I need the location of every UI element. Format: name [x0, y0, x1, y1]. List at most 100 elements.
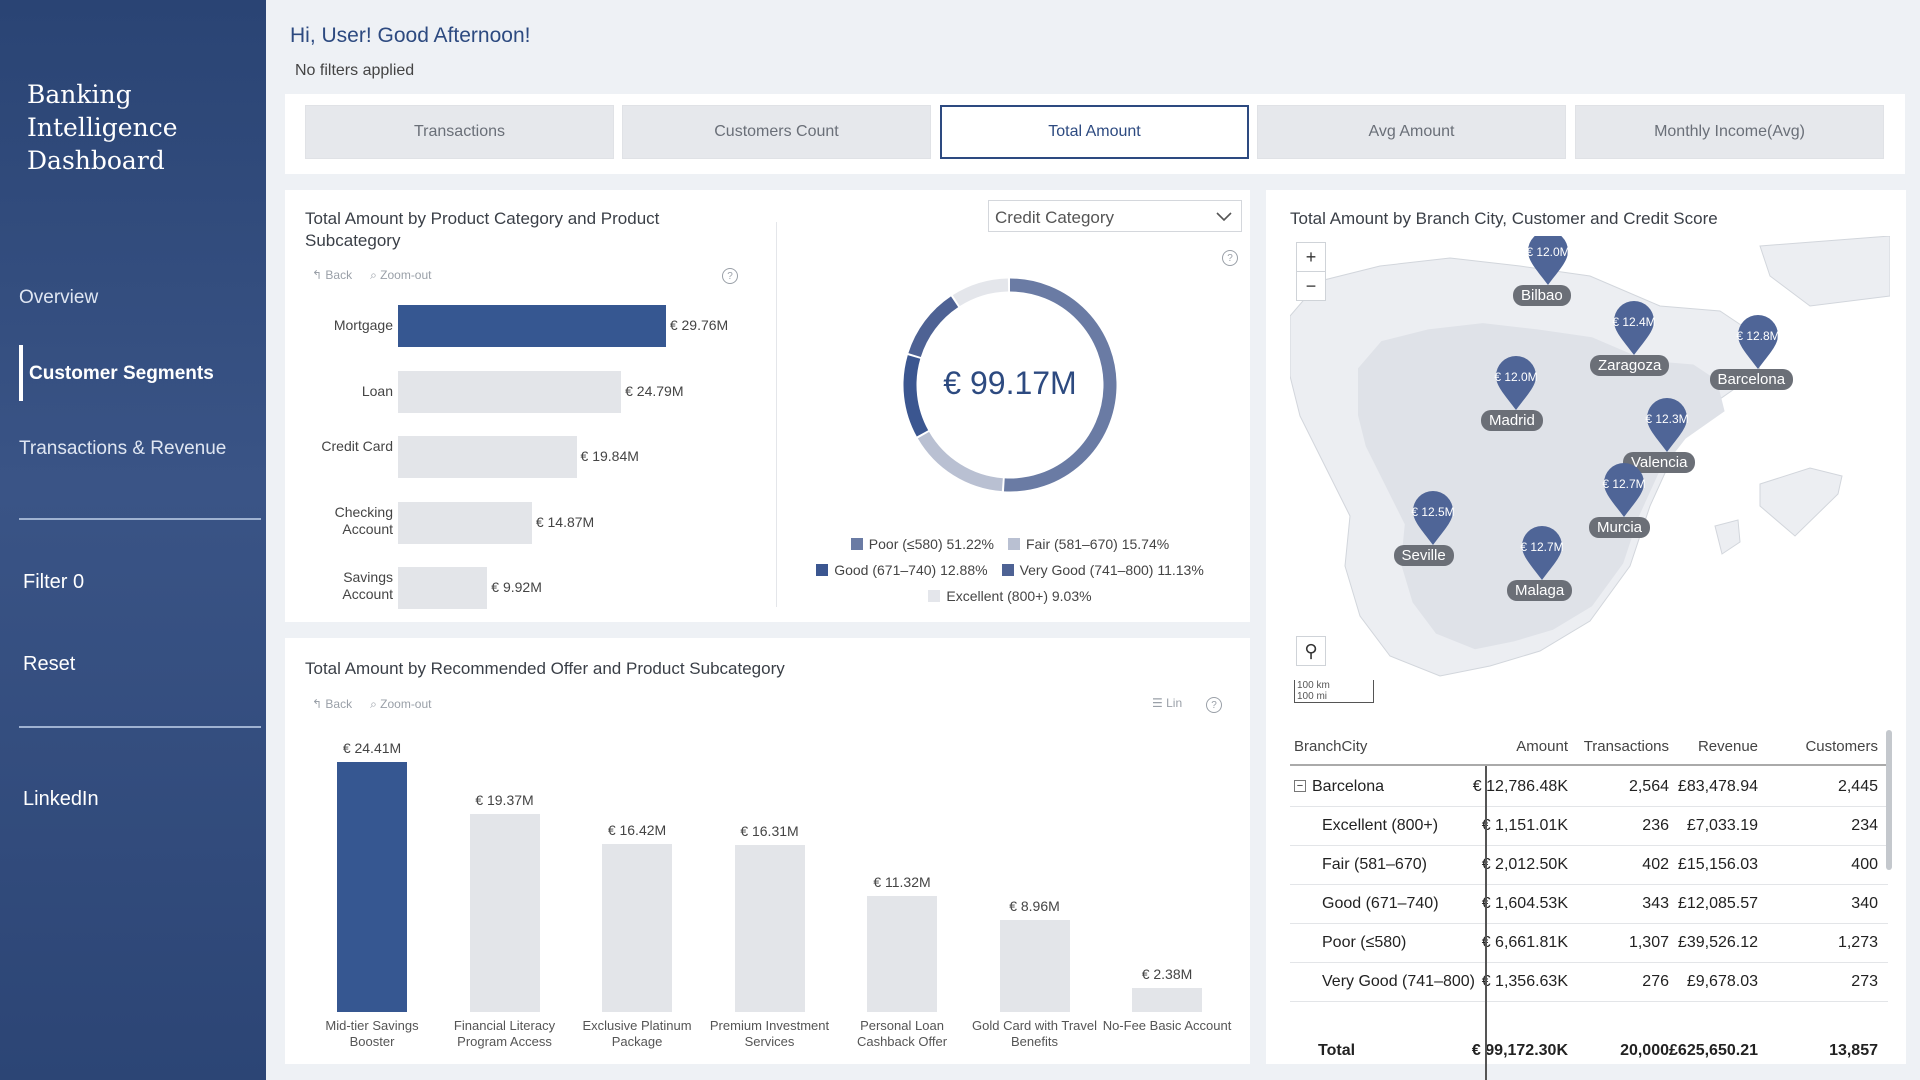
collapse-icon[interactable]: −	[1294, 780, 1306, 792]
table-row[interactable]: Excellent (800+) € 1,151.01K 236 £7,033.19 2…	[1290, 807, 1888, 846]
map-city-label: Murcia	[1589, 517, 1651, 538]
tab-customers-count[interactable]: Customers Count	[622, 105, 931, 159]
column[interactable]	[469, 813, 540, 1012]
column-data-label: € 2.38M	[1141, 965, 1193, 982]
header-customers[interactable]: Customers	[1805, 738, 1878, 755]
tab-total-amount[interactable]: Total Amount	[940, 105, 1249, 159]
map-pin[interactable]	[1736, 315, 1780, 371]
column[interactable]	[337, 762, 407, 1012]
scale-toggle[interactable]: ☰ Lin	[1152, 696, 1183, 710]
column[interactable]	[734, 844, 805, 1012]
table-scrollbar[interactable]	[1886, 730, 1892, 870]
column-category-label: Personal Loan Cashback Offer	[856, 1018, 948, 1049]
bar[interactable]	[398, 370, 622, 413]
bar[interactable]	[398, 305, 666, 347]
help-icon[interactable]: ?	[722, 268, 738, 284]
map-zoom-out-button[interactable]: −	[1296, 271, 1326, 301]
table-total-row[interactable]: Total € 99,172.30K 20,000 £625,650.21 13,857	[1290, 1032, 1888, 1071]
column[interactable]	[1132, 987, 1202, 1012]
column-category-label: Mid-tier Savings Booster	[325, 1018, 419, 1049]
column-data-label: € 8.96M	[1009, 898, 1060, 915]
table-row[interactable]: Barcelona − € 12,786.48K 2,564 £83,478.94 2,4…	[1290, 768, 1888, 807]
cell-revenue: £7,033.19	[1686, 817, 1758, 834]
nav-active-indicator	[19, 345, 23, 401]
cell-transactions: 20,000	[1620, 1042, 1669, 1059]
cell-amount: € 1,604.53K	[1481, 895, 1568, 912]
table-row[interactable]: Good (671–740) € 1,604.53K 343 £12,085.57 34…	[1290, 885, 1888, 924]
bar-category-label: Loan	[361, 382, 393, 399]
donut-slice[interactable]	[1003, 278, 1117, 492]
nav-customer-segments[interactable]: Customer Segments	[29, 363, 214, 384]
column-data-label: € 16.31M	[740, 822, 799, 839]
legend-item[interactable]: Poor (≤580) 51.22%	[850, 536, 994, 552]
tab-transactions[interactable]: Transactions	[305, 105, 614, 159]
map-zoom-in-button[interactable]: +	[1296, 242, 1326, 272]
column[interactable]	[867, 896, 937, 1012]
column[interactable]	[602, 843, 672, 1012]
filter-button[interactable]: Filter 0	[23, 571, 85, 593]
help-icon[interactable]: ?	[1222, 250, 1238, 266]
lasso-select-icon[interactable]: ⚲	[1296, 636, 1326, 666]
map-pin[interactable]	[1520, 526, 1564, 582]
cell-amount: € 1,356.63K	[1481, 973, 1568, 990]
donut-slice[interactable]	[917, 431, 1004, 492]
map-pin[interactable]	[1602, 463, 1646, 519]
sidebar-divider	[19, 518, 261, 520]
map-pin[interactable]	[1645, 398, 1689, 454]
bar[interactable]	[398, 567, 488, 609]
column[interactable]	[999, 920, 1070, 1012]
header-amount[interactable]: Amount	[1516, 738, 1568, 755]
zoom-out-button[interactable]: ⌕ Zoom-out	[370, 268, 432, 282]
help-icon[interactable]: ?	[1206, 697, 1222, 713]
credit-category-dropdown[interactable]: Credit Category	[988, 200, 1242, 232]
cell-revenue: £12,085.57	[1677, 895, 1758, 912]
donut-slice[interactable]	[952, 278, 1009, 307]
map-title: Total Amount by Branch City, Customer an…	[1290, 209, 1718, 228]
column-data-label: € 19.37M	[475, 791, 534, 808]
zoom-out-button[interactable]: ⌕ Zoom-out	[370, 697, 432, 711]
bar[interactable]	[398, 436, 577, 478]
map-city-label: Barcelona	[1709, 369, 1794, 390]
sidebar-divider	[19, 726, 261, 728]
table-row[interactable]: Very Good (741–800) € 1,356.63K 276 £9,678.…	[1290, 963, 1888, 1002]
map-pin[interactable]	[1526, 236, 1570, 287]
table-divider	[1485, 766, 1487, 1080]
column-category-label: Exclusive Platinum Package	[582, 1018, 692, 1049]
legend-item[interactable]: Very Good (741–800) 11.13%	[1001, 562, 1204, 578]
donut-slice[interactable]	[908, 296, 959, 358]
map-pin[interactable]	[1494, 356, 1538, 412]
legend-swatch	[1008, 538, 1020, 550]
filter-status: No filters applied	[295, 62, 415, 79]
header-revenue[interactable]: Revenue	[1697, 738, 1758, 755]
cell-customers: 13,857	[1829, 1042, 1878, 1059]
donut-slice[interactable]	[903, 355, 929, 437]
header-transactions[interactable]: Transactions	[1583, 738, 1669, 755]
table-row[interactable]: Fair (581–670) € 2,012.50K 402 £15,156.03 40…	[1290, 846, 1888, 885]
table-row[interactable]: Poor (≤580) € 6,661.81K 1,307 £39,526.12 1,2…	[1290, 924, 1888, 963]
nav-overview[interactable]: Overview	[19, 287, 99, 308]
cell-amount: € 2,012.50K	[1481, 856, 1568, 873]
greeting: Hi, User! Good Afternoon!	[290, 24, 531, 47]
bar[interactable]	[398, 501, 532, 544]
bar-data-label: € 19.84M	[580, 448, 639, 464]
legend-item[interactable]: Excellent (800+) 9.03%	[928, 588, 1092, 604]
map-pin[interactable]	[1411, 491, 1455, 547]
branch-map[interactable]: € 12.0M Bilbao € 12.4M Zaragoza € 12.8M Barce…	[1290, 236, 1890, 716]
back-button[interactable]: ↰ Back	[312, 268, 353, 282]
legend-item[interactable]: Fair (581–670) 15.74%	[1008, 536, 1169, 552]
cell-transactions: 236	[1642, 817, 1669, 834]
cell-customers: 2,445	[1837, 778, 1878, 795]
chevron-down-icon	[1215, 208, 1233, 228]
column-data-label: € 24.41M	[342, 740, 402, 756]
reset-button[interactable]: Reset	[23, 653, 76, 675]
nav-transactions-revenue[interactable]: Transactions & Revenue	[19, 438, 227, 459]
back-button[interactable]: ↰ Back	[312, 697, 353, 711]
tab-avg-amount[interactable]: Avg Amount	[1257, 105, 1566, 159]
map-pin[interactable]	[1612, 301, 1656, 357]
linkedin-link[interactable]: LinkedIn	[23, 788, 99, 810]
tab-monthly-income[interactable]: Monthly Income(Avg)	[1575, 105, 1884, 159]
map-pin-value: € 12.0M	[1526, 245, 1570, 259]
cell-branchcity: Barcelona	[1312, 778, 1385, 795]
header-branchcity[interactable]: BranchCity	[1294, 738, 1368, 755]
legend-item[interactable]: Good (671–740) 12.88%	[816, 562, 988, 578]
